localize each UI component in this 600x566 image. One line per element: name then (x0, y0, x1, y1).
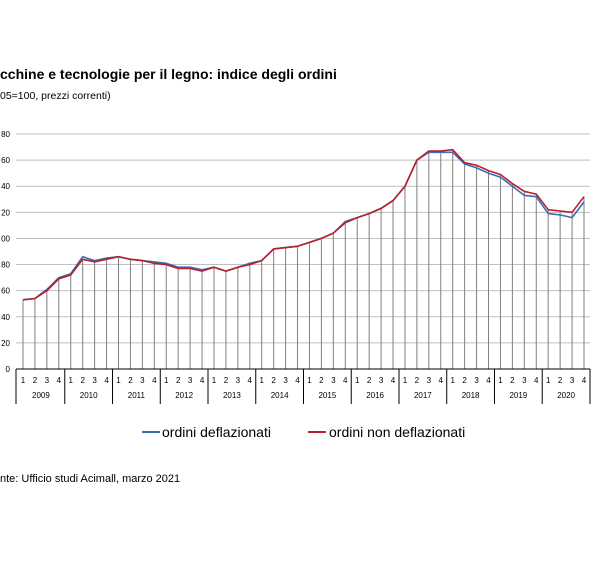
x-tick-quarter: 3 (427, 376, 432, 385)
x-tick-quarter: 2 (462, 376, 467, 385)
source-note: nte: Ufficio studi Acimall, marzo 2021 (0, 473, 181, 485)
x-tick-year: 2011 (128, 391, 146, 400)
x-tick-year: 2016 (366, 391, 384, 400)
x-tick-quarter: 4 (152, 376, 157, 385)
y-tick-label: 20 (1, 339, 10, 348)
x-tick-quarter: 1 (307, 376, 312, 385)
y-tick-label: 0 (6, 365, 11, 374)
y-tick-label: 60 (1, 156, 10, 165)
x-tick-quarter: 4 (295, 376, 300, 385)
x-tick-quarter: 4 (104, 376, 109, 385)
x-tick-quarter: 2 (558, 376, 563, 385)
x-tick-quarter: 4 (534, 376, 539, 385)
y-axis-labels: 0 20 40 60 80 00 20 40 60 80 (1, 130, 10, 374)
x-tick-quarter: 2 (367, 376, 372, 385)
x-tick-quarter: 1 (546, 376, 551, 385)
x-tick-quarter: 3 (570, 376, 575, 385)
y-tick-label: 20 (1, 208, 10, 217)
x-tick-quarter: 2 (128, 376, 133, 385)
x-tick-quarter: 1 (212, 376, 217, 385)
x-tick-quarter: 2 (33, 376, 38, 385)
x-tick-year: 2013 (223, 391, 241, 400)
x-tick-quarter: 2 (319, 376, 324, 385)
x-tick-quarter: 4 (57, 376, 62, 385)
series-line-2 (22, 148, 585, 301)
value-bars (22, 149, 585, 369)
y-tick-label: 80 (1, 261, 10, 270)
y-tick-label: 40 (1, 182, 10, 191)
x-tick-year: 2019 (509, 391, 527, 400)
x-tick-quarter: 2 (80, 376, 85, 385)
y-tick-label: 00 (1, 234, 10, 243)
x-tick-year: 2009 (32, 391, 50, 400)
legend: ordini deflazionati ordini non deflazion… (142, 424, 465, 440)
x-tick-quarter: 1 (259, 376, 264, 385)
x-tick-year: 2010 (80, 391, 98, 400)
x-tick-quarter: 1 (116, 376, 121, 385)
x-tick-year: 2012 (175, 391, 193, 400)
legend-label-deflazionati: ordini deflazionati (162, 424, 271, 440)
x-tick-quarter: 2 (415, 376, 420, 385)
x-tick-year: 2015 (318, 391, 336, 400)
x-tick-year: 2020 (557, 391, 575, 400)
x-tick-quarter: 2 (224, 376, 229, 385)
x-tick-year: 2018 (462, 391, 480, 400)
x-tick-quarter: 4 (248, 376, 253, 385)
x-tick-quarter: 3 (283, 376, 288, 385)
x-tick-quarter: 3 (236, 376, 241, 385)
x-tick-quarter: 2 (510, 376, 515, 385)
x-tick-year: 2014 (271, 391, 289, 400)
y-tick-label: 80 (1, 130, 10, 139)
x-tick-quarter: 1 (164, 376, 169, 385)
x-tick-quarter: 2 (176, 376, 181, 385)
x-tick-quarter: 3 (331, 376, 336, 385)
x-tick-quarter: 3 (140, 376, 145, 385)
y-tick-label: 60 (1, 287, 10, 296)
x-tick-year: 2017 (414, 391, 432, 400)
legend-label-non-deflazionati: ordini non deflazionati (329, 424, 465, 440)
x-tick-quarter: 3 (379, 376, 384, 385)
x-tick-quarter: 1 (69, 376, 74, 385)
x-tick-quarter: 4 (439, 376, 444, 385)
x-tick-quarter: 3 (188, 376, 193, 385)
x-tick-quarter: 4 (486, 376, 491, 385)
x-tick-quarter: 1 (498, 376, 503, 385)
x-tick-quarter: 4 (391, 376, 396, 385)
x-tick-quarter: 4 (582, 376, 587, 385)
x-tick-quarter: 1 (355, 376, 360, 385)
x-tick-quarter: 3 (45, 376, 50, 385)
x-tick-quarter: 4 (343, 376, 348, 385)
chart-subtitle: 05=100, prezzi correnti) (0, 90, 111, 102)
gridlines (16, 133, 590, 370)
chart-title: cchine e tecnologie per il legno: indice… (0, 66, 337, 82)
x-tick-quarter: 3 (92, 376, 97, 385)
x-tick-quarter: 3 (522, 376, 527, 385)
x-tick-quarter: 1 (450, 376, 455, 385)
x-tick-quarter: 4 (200, 376, 205, 385)
x-tick-quarter: 1 (21, 376, 26, 385)
x-tick-quarter: 3 (474, 376, 479, 385)
series-lines (22, 148, 585, 301)
y-tick-label: 40 (1, 313, 10, 322)
x-tick-quarter: 2 (271, 376, 276, 385)
x-tick-quarter: 1 (403, 376, 408, 385)
